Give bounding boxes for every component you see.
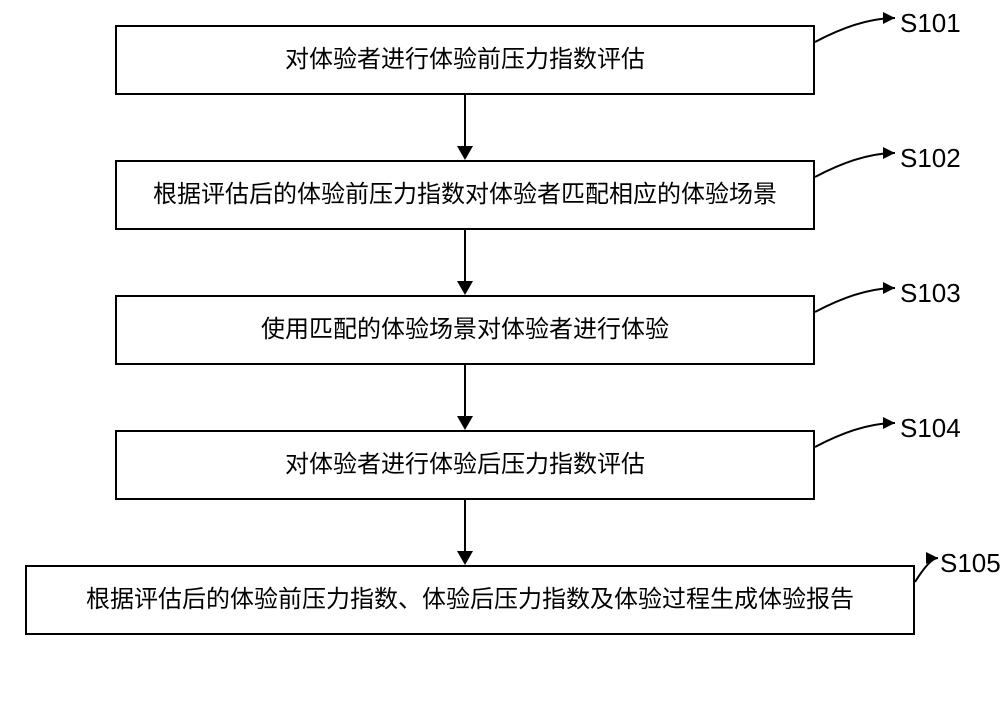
connector-line-0 <box>464 95 466 146</box>
flowchart-canvas: 对体验者进行体验前压力指数评估S101根据评估后的体验前压力指数对体验者匹配相应… <box>0 0 1000 706</box>
connector-arrowhead-0 <box>457 146 473 160</box>
connector-arrowhead-3 <box>457 551 473 565</box>
connector-line-2 <box>464 365 466 416</box>
connector-arrowhead-2 <box>457 416 473 430</box>
connector-line-1 <box>464 230 466 281</box>
callout-arrow-s105 <box>0 0 1000 706</box>
connector-line-3 <box>464 500 466 551</box>
connector-arrowhead-1 <box>457 281 473 295</box>
